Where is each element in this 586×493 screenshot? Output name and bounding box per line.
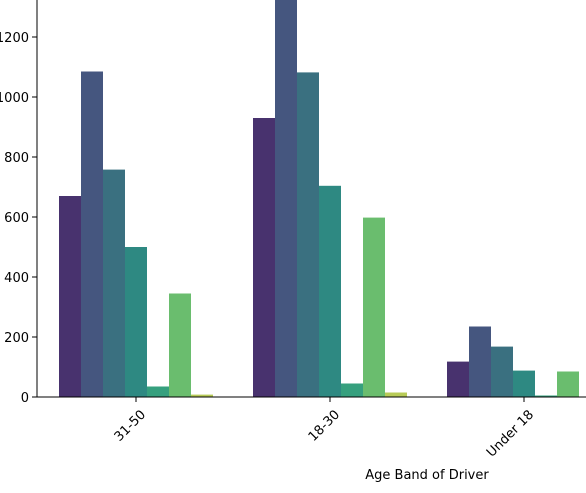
bar-18-30-series-6 (363, 217, 385, 397)
x-tick-label: Under 18 (484, 407, 537, 460)
x-axis: 31-50 18-30 Under 18 (37, 396, 586, 460)
x-tick-label: 31-50 (112, 407, 149, 444)
bar-18-30-series-5 (341, 383, 363, 397)
bar-under-18-series-5 (535, 395, 557, 397)
bar-31-50-series-3 (103, 169, 125, 397)
bar-31-50-series-1 (59, 196, 81, 397)
y-tick-label: 800 (4, 151, 29, 166)
y-tick-label: 0 (21, 391, 29, 406)
bar-18-30-series-2 (275, 0, 297, 397)
bars-layer (59, 0, 579, 398)
y-tick-label: 600 (4, 211, 29, 226)
bar-under-18-series-2 (469, 326, 491, 397)
bar-31-50-series-5 (147, 386, 169, 397)
bar-31-50-series-7 (191, 394, 213, 397)
bar-under-18-series-3 (491, 346, 513, 397)
y-axis: 0 200 400 600 800 1000 1200 (0, 0, 38, 406)
y-tick-label: 1000 (0, 91, 29, 106)
bar-31-50-series-4 (125, 247, 147, 397)
bar-under-18-series-6 (557, 371, 579, 397)
y-tick-label: 400 (4, 271, 29, 286)
bar-18-30-series-3 (297, 72, 319, 398)
bar-18-30-series-1 (253, 118, 275, 397)
y-tick-label: 200 (4, 331, 29, 346)
bar-31-50-series-6 (169, 293, 191, 397)
bar-under-18-series-1 (447, 361, 469, 397)
bar-31-50-series-2 (81, 71, 103, 397)
y-tick-label: 1200 (0, 31, 29, 46)
bar-18-30-series-7 (385, 392, 407, 397)
bar-under-18-series-4 (513, 370, 535, 397)
x-axis-label: Age Band of Driver (365, 468, 489, 483)
x-tick-label: 18-30 (306, 407, 343, 444)
bar-18-30-series-4 (319, 185, 341, 397)
